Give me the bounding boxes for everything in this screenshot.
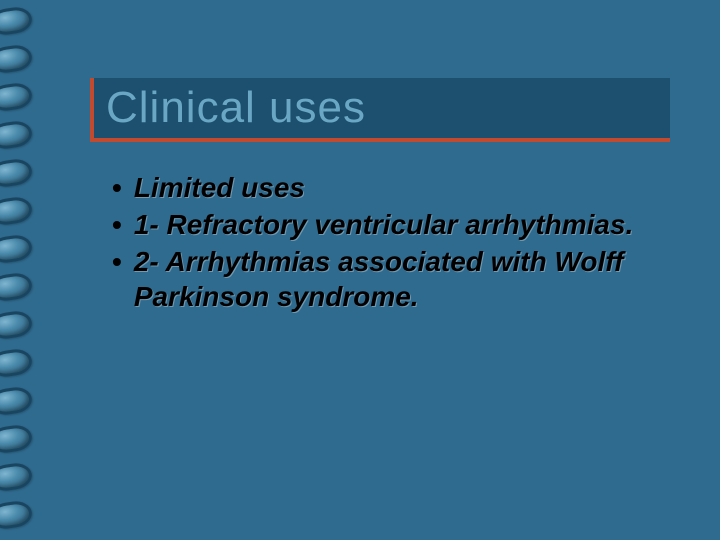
spiral-ring: [0, 5, 34, 37]
spiral-ring: [0, 499, 34, 531]
spiral-binding: [0, 0, 48, 540]
spiral-ring: [0, 43, 34, 75]
bullet-marker: •: [112, 244, 122, 279]
spiral-ring: [0, 461, 34, 493]
bullet-marker: •: [112, 170, 122, 205]
bullet-text: Limited uses: [134, 170, 305, 205]
slide-title: Clinical uses: [106, 83, 366, 133]
spiral-ring: [0, 385, 34, 417]
spiral-ring: [0, 81, 34, 113]
bullet-list: • Limited uses • 1- Refractory ventricular …: [112, 170, 672, 316]
spiral-ring: [0, 309, 34, 341]
bullet-text: 1- Refractory ventricular arrhythmias.: [134, 207, 634, 242]
spiral-ring: [0, 347, 34, 379]
spiral-ring: [0, 119, 34, 151]
bullet-item: • 2- Arrhythmias associated with Wolff Pa…: [112, 244, 672, 314]
bullet-text: 2- Arrhythmias associated with Wolff Par…: [134, 244, 672, 314]
bullet-item: • 1- Refractory ventricular arrhythmias.: [112, 207, 672, 242]
spiral-ring: [0, 157, 34, 189]
title-band: Clinical uses: [90, 78, 670, 142]
spiral-ring: [0, 271, 34, 303]
bullet-marker: •: [112, 207, 122, 242]
spiral-ring: [0, 195, 34, 227]
bullet-item: • Limited uses: [112, 170, 672, 205]
spiral-ring: [0, 233, 34, 265]
spiral-ring: [0, 423, 34, 455]
